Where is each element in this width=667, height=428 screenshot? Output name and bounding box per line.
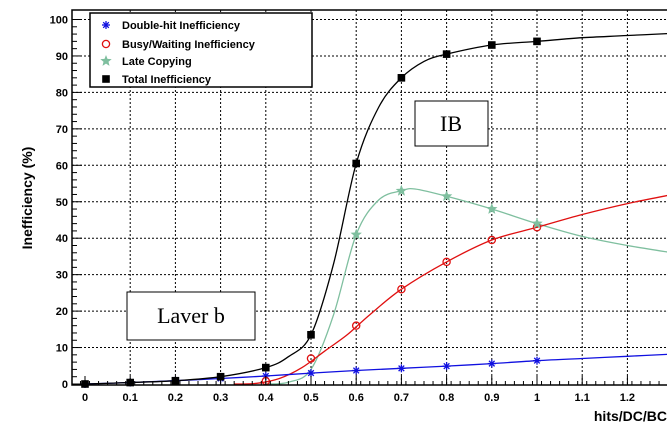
data-point-series-0 xyxy=(487,359,496,368)
y-tick-label: 40 xyxy=(56,233,68,245)
data-point-series-0 xyxy=(397,364,406,373)
data-point-series-0 xyxy=(442,362,451,371)
x-tick-label: 0.8 xyxy=(439,392,454,404)
data-point-series-3 xyxy=(397,74,406,82)
data-point-series-1 xyxy=(351,321,361,330)
legend-item-double-hit: Double-hit Inefficiency xyxy=(102,20,241,32)
legend-label: Busy/Waiting Inefficiency xyxy=(122,39,256,51)
y-tick-label: 100 xyxy=(50,15,68,27)
legend-marker-1 xyxy=(101,39,111,49)
filled-square-marker-icon xyxy=(102,75,110,83)
y-tick-label: 50 xyxy=(56,197,68,209)
annotation-layer: Laver b xyxy=(126,291,256,341)
data-point-series-3 xyxy=(488,41,496,49)
y-tick-label: 70 xyxy=(56,124,68,136)
x-tick-label: 1.1 xyxy=(575,392,590,404)
x-tick-label: 0.9 xyxy=(484,392,499,404)
legend-box xyxy=(89,12,313,88)
annotation-layer-text: Laver b xyxy=(157,303,225,328)
annotation-layer-box xyxy=(126,291,256,341)
y-tick-label: 20 xyxy=(56,306,68,318)
data-point-series-3 xyxy=(262,363,270,372)
data-point-series-2 xyxy=(395,184,408,196)
x-tick-label: 1.2 xyxy=(620,392,635,404)
legend-label: Late Copying xyxy=(122,56,192,68)
x-tick-label: 0.3 xyxy=(213,392,228,404)
data-point-series-1 xyxy=(306,354,316,363)
legend-label: Double-hit Inefficiency xyxy=(122,20,241,32)
data-point-series-1 xyxy=(487,235,497,245)
annotation-ib: IB xyxy=(414,100,489,147)
y-tick-label: 80 xyxy=(56,87,68,99)
asterisk-marker-icon xyxy=(102,21,110,29)
data-point-series-1 xyxy=(442,257,451,267)
plot-frame xyxy=(71,9,667,386)
x-tick-label: 0.1 xyxy=(123,392,138,404)
legend-label: Total Inefficiency xyxy=(122,74,212,86)
annotation-ib-text: IB xyxy=(440,111,462,136)
data-point-series-3 xyxy=(307,330,315,339)
legend-item-late-copying: Late Copying xyxy=(100,55,192,68)
x-tick-label: 1 xyxy=(534,392,540,404)
data-point-series-2 xyxy=(486,203,498,214)
ticks: 0 0.1 0.2 0.3 0.4 0.5 0.6 0.7 0.8 0.9 1 1.1 1.2 0 10 20… xyxy=(50,15,660,404)
x-tick-label: 0.7 xyxy=(394,392,409,404)
y-tick-label: 30 xyxy=(56,270,68,282)
legend-marker-2 xyxy=(100,55,112,66)
star-marker-icon xyxy=(100,55,112,66)
y-tick-label: 60 xyxy=(56,160,68,172)
x-tick-label: 0 xyxy=(82,392,88,404)
x-axis-title: hits/DC/BC xyxy=(594,408,667,424)
axes xyxy=(71,9,667,386)
data-point-series-2 xyxy=(350,228,362,240)
legend-item-total: Total Inefficiency xyxy=(102,74,212,86)
data-point-series-3 xyxy=(352,159,360,168)
y-tick-label: 0 xyxy=(62,379,68,391)
data-point-series-2 xyxy=(440,190,453,202)
grid xyxy=(72,10,667,385)
x-tick-label: 0.2 xyxy=(168,392,183,404)
data-point-series-3 xyxy=(442,50,451,58)
data-point-series-3 xyxy=(533,37,541,46)
data-point-series-0 xyxy=(533,356,541,365)
y-tick-label: 90 xyxy=(56,51,68,63)
annotation-ib-box xyxy=(414,100,489,147)
legend: Double-hit Inefficiency Busy/Waiting Ine… xyxy=(89,12,313,88)
x-tick-label: 0.4 xyxy=(258,392,274,404)
legend-marker-3 xyxy=(102,75,110,83)
legend-marker-0 xyxy=(102,21,110,29)
data-point-series-1 xyxy=(397,284,406,294)
series-curve-2 xyxy=(265,187,667,385)
y-axis-title: Inefficiency (%) xyxy=(19,147,35,250)
data-point-series-0 xyxy=(352,366,361,375)
x-tick-label: 0.6 xyxy=(349,392,364,404)
data-point-series-0 xyxy=(307,369,315,378)
legend-item-busy-waiting: Busy/Waiting Inefficiency xyxy=(101,39,256,51)
y-tick-label: 10 xyxy=(56,343,68,355)
data-point-series-2 xyxy=(531,217,543,229)
open-circle-marker-icon xyxy=(101,39,111,49)
x-tick-label: 0.5 xyxy=(303,392,318,404)
series-curve-1 xyxy=(234,194,667,385)
